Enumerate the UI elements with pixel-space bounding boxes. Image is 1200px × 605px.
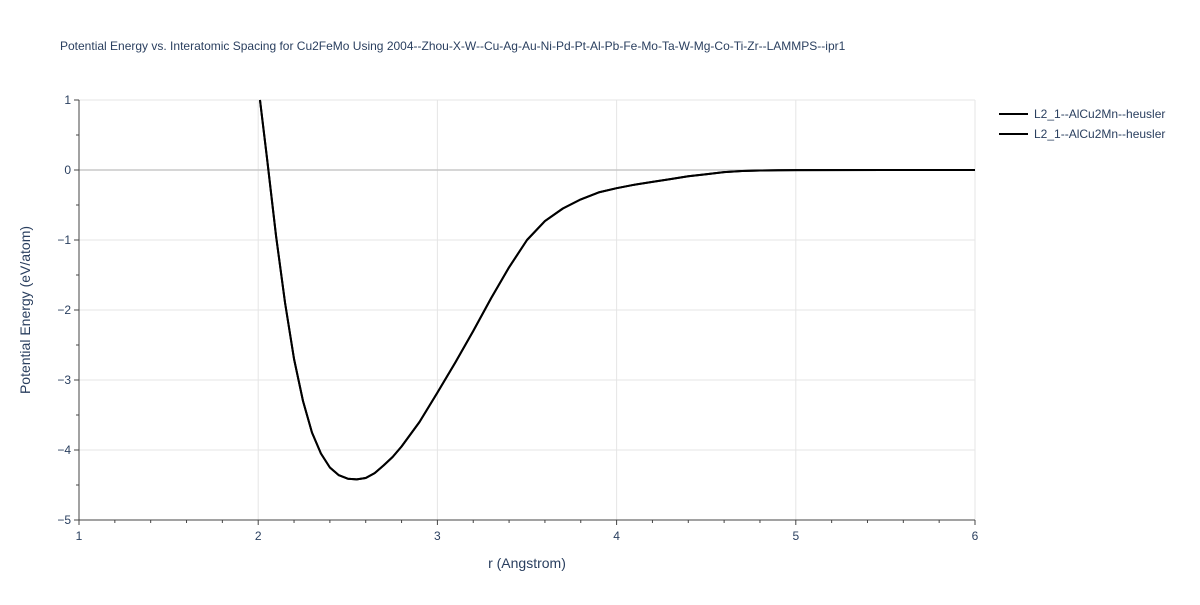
x-axis-title: r (Angstrom) — [488, 555, 566, 571]
x-tick-label: 4 — [613, 529, 620, 543]
y-tick-label: 1 — [64, 93, 71, 107]
series-lines — [258, 99, 975, 481]
x-tick-label: 2 — [255, 529, 262, 543]
y-tick-label: −2 — [57, 303, 71, 317]
y-axis-title: Potential Energy (eV/atom) — [17, 226, 33, 394]
legend-label: L2_1--AlCu2Mn--heusler — [1034, 127, 1165, 141]
x-tick-label: 1 — [76, 529, 83, 543]
y-tick-label: −1 — [57, 233, 71, 247]
y-tick-label: −5 — [57, 513, 71, 527]
grid — [79, 99, 976, 520]
series-line — [258, 99, 975, 481]
y-tick-label: 0 — [64, 163, 71, 177]
series-line — [258, 99, 975, 481]
chart-title: Potential Energy vs. Interatomic Spacing… — [60, 39, 846, 53]
axes: 1 2 3 4 5 6 1 0 −1 −2 −3 −4 −5 — [57, 93, 978, 543]
x-tick-label: 3 — [434, 529, 441, 543]
x-tick-label: 6 — [972, 529, 979, 543]
legend-label: L2_1--AlCu2Mn--heusler — [1034, 107, 1165, 121]
y-tick-label: −4 — [57, 443, 71, 457]
legend: L2_1--AlCu2Mn--heusler L2_1--AlCu2Mn--heu… — [999, 107, 1165, 141]
x-tick-label: 5 — [792, 529, 799, 543]
y-tick-label: −3 — [57, 373, 71, 387]
